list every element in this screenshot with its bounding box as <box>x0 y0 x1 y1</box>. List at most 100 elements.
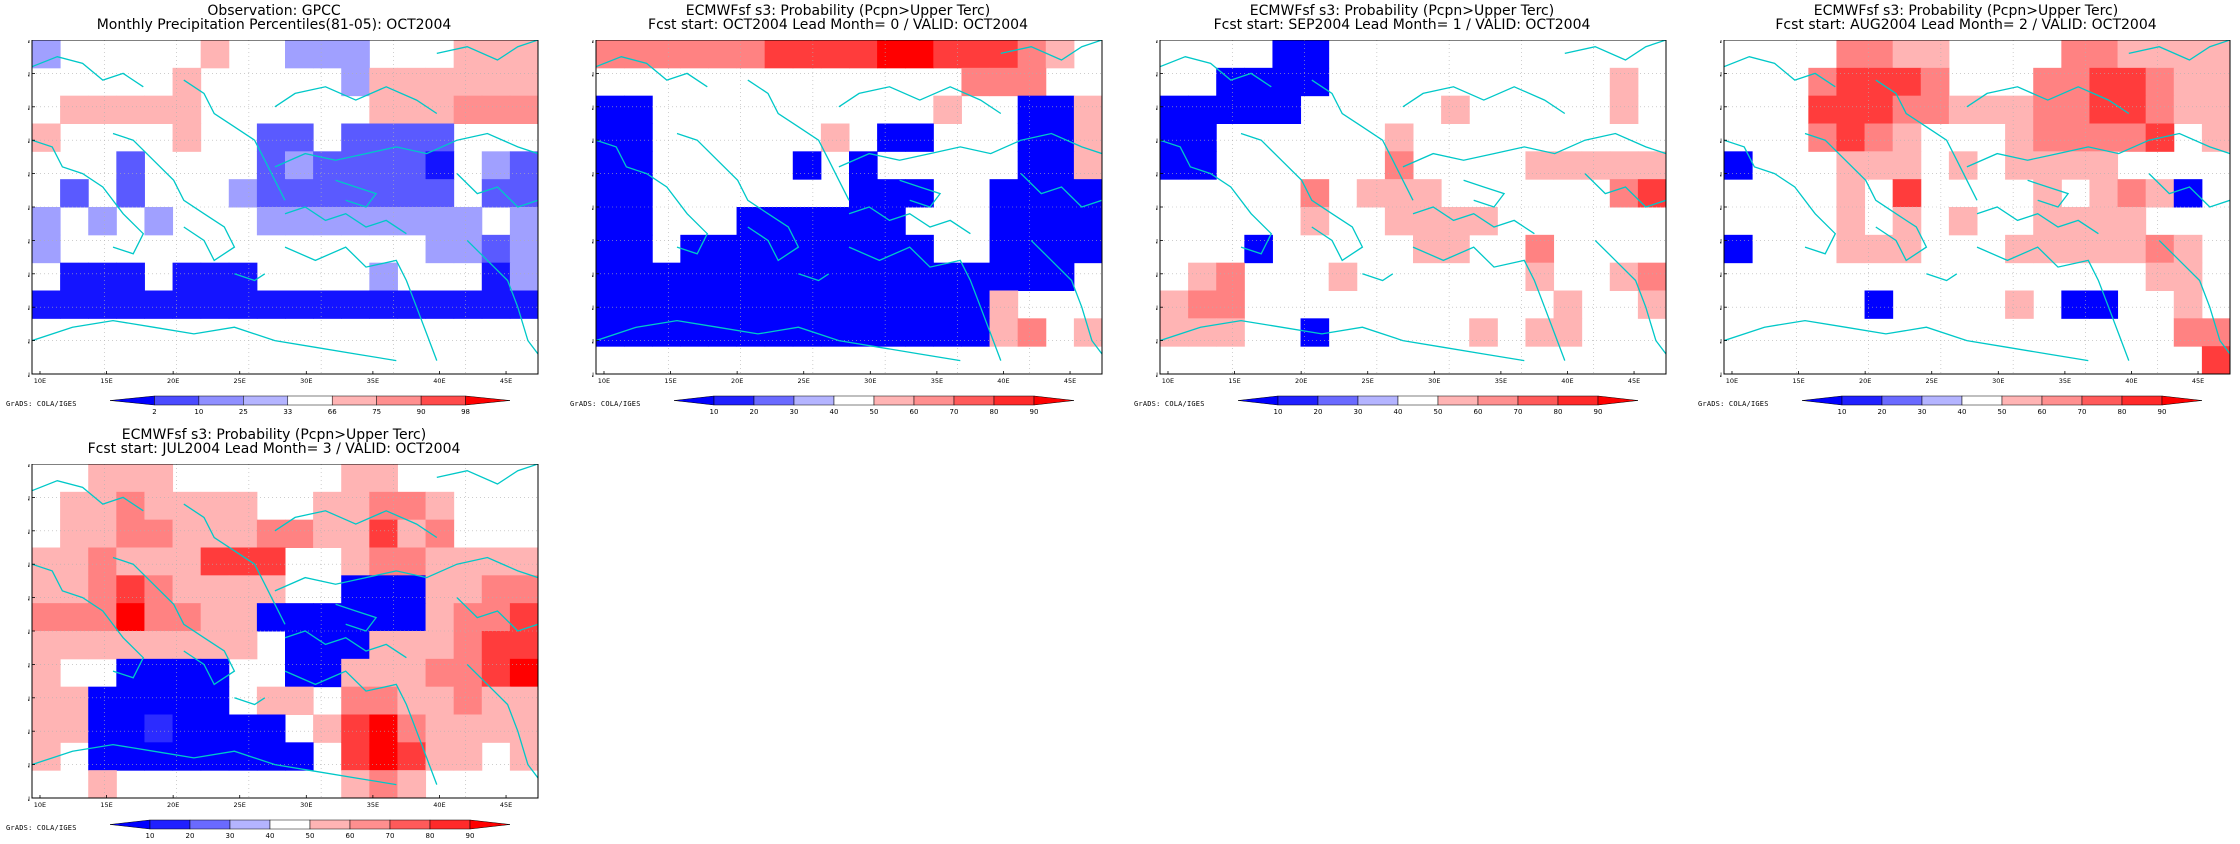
coastline <box>1875 79 1978 201</box>
grid-cell <box>32 686 61 715</box>
grid-cell <box>425 207 455 236</box>
colorbar-swatch <box>993 395 1035 406</box>
grid-cell <box>256 547 286 576</box>
grid-cell <box>88 686 117 715</box>
grid-cell <box>313 658 342 688</box>
lon-label: 25E <box>1362 377 1374 384</box>
colorbar-swatch <box>331 395 377 406</box>
grid-cell <box>144 686 174 715</box>
grid-cell <box>1216 95 1245 124</box>
grid-cell <box>313 207 342 236</box>
grid-cell <box>341 464 370 493</box>
grid-cell <box>1160 95 1189 124</box>
grid-cell <box>792 151 822 180</box>
coastline <box>466 663 538 779</box>
grid-cell <box>1188 318 1217 347</box>
grid-cell <box>313 631 342 660</box>
grid-cell <box>116 464 145 493</box>
lat-label: 44N <box>592 137 594 145</box>
grid-cell <box>228 519 258 548</box>
grid-cell <box>2005 290 2034 319</box>
coastline <box>2128 40 2230 61</box>
lon-label: 45E <box>2192 377 2204 384</box>
colorbar: 10 20 30 40 50 60 70 80 90 <box>1801 395 2203 416</box>
colorbar-swatch <box>1961 395 2003 406</box>
lon-label: 25E <box>234 377 246 384</box>
grid-cell <box>1920 40 1950 69</box>
grid-cell <box>1300 207 1330 236</box>
grid-cell <box>849 179 878 208</box>
grid-cell <box>624 40 653 69</box>
coastline <box>32 139 145 255</box>
colorbar-label: 10 <box>1274 408 1283 416</box>
coastline <box>1160 139 1273 255</box>
lat-label: 32N <box>1156 338 1158 346</box>
grid-cell <box>1045 95 1075 124</box>
lon-label: 20E <box>1295 377 1307 384</box>
grid-cell <box>1948 95 1978 124</box>
coastline <box>284 630 407 659</box>
grid-cell <box>481 151 511 180</box>
grid-cell <box>341 67 370 97</box>
grid-cell <box>453 686 483 715</box>
grid-cell <box>144 290 174 319</box>
grid-cell <box>425 151 455 180</box>
lat-label: 46N <box>1156 104 1158 112</box>
grid-cell <box>1384 179 1414 208</box>
coastline <box>798 273 830 282</box>
grid-cell <box>172 547 202 576</box>
grid-cell <box>1441 234 1470 264</box>
grid-cell <box>1892 234 1922 264</box>
grid-cell <box>228 290 258 319</box>
grid-cell <box>877 40 906 69</box>
grid-cell <box>1073 318 1103 347</box>
grid-cell <box>820 40 850 69</box>
grid-cell <box>481 179 511 208</box>
grid-cell <box>905 234 934 264</box>
grid-cell <box>624 262 653 291</box>
grid-cell <box>60 491 89 521</box>
grid-cell <box>341 742 370 771</box>
grid-cell <box>1553 151 1583 180</box>
grid-cell <box>905 40 934 69</box>
grid-cell <box>736 234 766 264</box>
grid-cell <box>425 234 455 264</box>
grid-cell <box>200 714 230 743</box>
grid-cell <box>116 714 145 743</box>
grid-cell <box>32 603 61 632</box>
grid-cell <box>596 95 625 124</box>
colorbar: 10 20 30 40 50 60 70 80 90 <box>1237 395 1639 416</box>
lat-label: 36N <box>28 695 30 703</box>
grid-cell <box>116 290 145 319</box>
lat-label: 50N <box>1720 40 1722 45</box>
colorbar-label: 80 <box>990 408 999 416</box>
grid-cell <box>1216 318 1245 347</box>
grid-cell <box>313 603 342 632</box>
grid-cell <box>285 123 314 152</box>
grid-cell <box>256 714 286 743</box>
grid-cell <box>32 234 61 264</box>
colorbar-label: 10 <box>710 408 719 416</box>
grid-cell <box>256 603 286 632</box>
grid-cell <box>764 234 794 264</box>
grid-cell <box>1073 95 1103 124</box>
coastline <box>676 132 800 262</box>
panel-lead-3: ECMWFsf s3: Probability (Pcpn>Upper Terc… <box>4 424 554 844</box>
lon-label: 45E <box>500 801 512 808</box>
lon-label: 25E <box>1926 377 1938 384</box>
colorbar-label: 90 <box>466 832 475 840</box>
grid-cell <box>2173 318 2203 347</box>
grid-cell <box>509 151 539 180</box>
lat-label: 30N <box>28 795 30 803</box>
grid-cell <box>32 207 61 236</box>
lat-label: 34N <box>1720 304 1722 312</box>
grid-cell <box>116 686 145 715</box>
coastline <box>335 603 378 632</box>
grid-cell <box>88 464 117 493</box>
grid-cell <box>425 686 455 715</box>
coastline <box>183 503 286 625</box>
grid-cell <box>397 575 427 604</box>
grid-cell <box>1637 179 1667 208</box>
grid-cell <box>792 234 822 264</box>
grid-cell <box>453 742 483 771</box>
